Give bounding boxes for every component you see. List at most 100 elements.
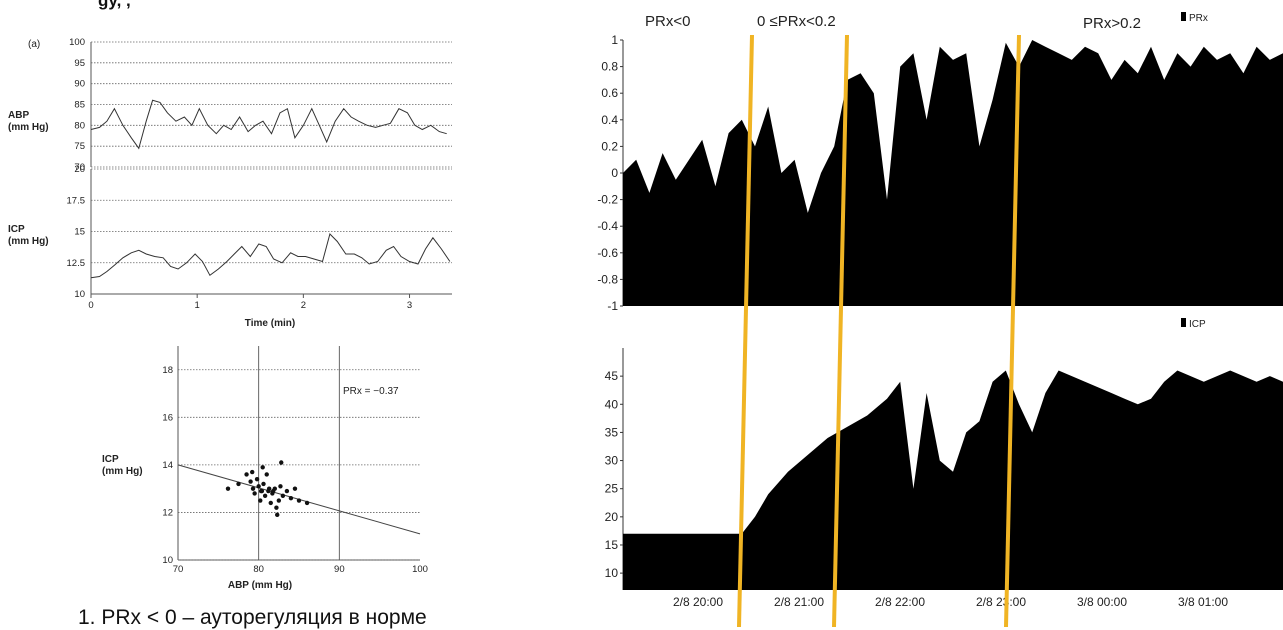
area-y-tick-label: 0.2: [601, 139, 618, 153]
area-y-tick-label: -1: [607, 299, 618, 313]
scatter-point: [225, 486, 231, 491]
icp-trend-xticks: 2/8 20:00 2/8 21:00 2/8 22:00 2/8 23:00 3/8 …: [673, 595, 1228, 609]
scatter-y-tick-label: 18: [162, 365, 173, 376]
scatter-points: [225, 460, 310, 518]
area-y-tick-label: 45: [605, 369, 619, 383]
icp-panel: ICP (mm Hg) 10 12.5 15 17.5 20 0 1 2 3 Time (min…: [8, 164, 452, 329]
prx-annotation: PRx = −0.37: [343, 386, 399, 397]
icp-trend-x-tick-label: 2/8 23:00: [976, 595, 1026, 609]
y-tick-label: 15: [74, 227, 85, 238]
scatter-y-tick-label: 10: [162, 555, 173, 566]
scatter-point: [275, 512, 280, 518]
scatter-point: [262, 493, 268, 498]
icp-trend-x-tick-label: 2/8 22:00: [875, 595, 925, 609]
abp-series-line: [90, 99, 447, 150]
icp-trend-x-tick-label: 3/8 00:00: [1077, 595, 1127, 609]
area-y-tick-label: 25: [605, 482, 619, 496]
y-tick-label: 17.5: [67, 195, 86, 206]
scatter-x-tick-label: 100: [412, 564, 428, 575]
area-y-tick-label: 40: [605, 397, 619, 411]
scatter-point: [266, 486, 272, 491]
scatter-point: [248, 479, 253, 484]
separator-line-1: [737, 34, 754, 627]
scatter-panel: ICP (mm Hg) 10 12 14 16 18 70 80 90 100 PRx = −0…: [102, 346, 428, 591]
scatter-ylabel: ICP: [102, 454, 119, 465]
abp-ylabel-unit: (mm Hg): [8, 122, 49, 133]
area-y-tick-label: 15: [605, 538, 619, 552]
y-tick-label: 80: [74, 120, 85, 131]
icp-trend-x-tick-label: 2/8 20:00: [673, 595, 723, 609]
separator-line-3: [1004, 34, 1021, 627]
x-tick-label: 2: [301, 300, 306, 311]
abp-grid: 70 75 80 85 90 95 100: [69, 37, 452, 173]
x-tick-label: 0: [88, 300, 93, 311]
icp-ylabel: ICP: [8, 224, 25, 235]
y-tick-label: 95: [74, 58, 85, 69]
area-y-tick-label: 0.6: [601, 86, 618, 100]
area-y-tick-label: -0.6: [597, 246, 618, 260]
y-tick-label: 20: [74, 164, 85, 175]
area-y-tick-label: 0.4: [601, 113, 618, 127]
region-label-negative: PRx<0: [645, 13, 690, 30]
scatter-y-tick-label: 12: [162, 507, 173, 518]
scatter-point: [288, 495, 294, 501]
x-tick-label: 3: [407, 300, 412, 311]
area-y-tick-label: -0.2: [597, 193, 618, 207]
prx-trend-panel: -1 -0.8 -0.6 -0.4 -0.2 0 0.2 0.4 0.6 0.8 1 PRx PRx…: [597, 12, 1283, 313]
y-tick-label: 10: [74, 289, 85, 300]
scatter-x-tick-label: 80: [253, 564, 264, 575]
scatter-point: [274, 505, 279, 510]
area-y-tick-label: 0.8: [601, 60, 618, 74]
y-tick-label: 75: [74, 141, 85, 152]
scatter-point: [258, 498, 263, 503]
scatter-point: [254, 476, 260, 482]
scatter-point: [296, 498, 302, 503]
area-y-tick-label: -0.4: [597, 219, 618, 233]
abp-panel: (a) ABP (mm Hg) 70 75 80 85 90 95 100: [8, 37, 452, 173]
scatter-point: [278, 484, 283, 489]
icp-legend-label: ICP: [1189, 319, 1206, 330]
area-y-tick-label: 10: [605, 566, 619, 580]
scatter-point: [260, 465, 265, 470]
y-tick-label: 70: [74, 162, 85, 173]
area-y-tick-label: 20: [605, 510, 619, 524]
slide-heading-fragment: gy, ,: [98, 0, 131, 10]
scatter-point: [270, 488, 276, 494]
icp-trend-area: [623, 370, 1283, 590]
x-tick-label: 1: [195, 300, 200, 311]
abp-ylabel: ABP: [8, 110, 29, 121]
scatter-point: [264, 472, 269, 477]
scatter-point: [280, 493, 286, 498]
prx-axis: -1 -0.8 -0.6 -0.4 -0.2 0 0.2 0.4 0.6 0.8 1: [597, 33, 624, 313]
icp-legend-swatch: [1181, 318, 1186, 327]
scatter-point: [256, 484, 261, 489]
y-tick-label: 85: [74, 100, 85, 111]
area-y-tick-label: 1: [611, 33, 618, 47]
scatter-point: [261, 481, 266, 487]
scatter-point: [304, 500, 310, 506]
scatter-point: [250, 469, 255, 475]
scatter-point: [268, 500, 273, 506]
region-label-intermediate: 0 ≤PRx<0.2: [757, 13, 836, 30]
separator-line-2: [832, 34, 849, 627]
scatter-xlabel: ABP (mm Hg): [228, 580, 292, 591]
slide-caption: 1. PRx < 0 – ауторегуляция в норме: [78, 606, 427, 629]
prx-area: [623, 40, 1283, 306]
region-label-positive: PRx>0.2: [1083, 15, 1141, 32]
icp-trend-x-tick-label: 3/8 01:00: [1178, 595, 1228, 609]
scatter-point: [236, 481, 241, 487]
scatter-point: [250, 486, 256, 491]
scatter-x-tick-label: 90: [334, 564, 345, 575]
scatter-ylabel-unit: (mm Hg): [102, 466, 143, 477]
y-tick-label: 90: [74, 79, 85, 90]
icp-trend-x-tick-label: 2/8 21:00: [774, 595, 824, 609]
y-tick-label: 100: [69, 37, 85, 48]
region-separators: [737, 34, 1021, 627]
scatter-point: [252, 491, 257, 496]
area-y-tick-label: 30: [605, 454, 619, 468]
icp-grid: 10 12.5 15 17.5 20 0 1 2 3: [67, 164, 452, 311]
scatter-x-tick-label: 70: [173, 564, 184, 575]
y-tick-label: 12.5: [67, 258, 86, 269]
